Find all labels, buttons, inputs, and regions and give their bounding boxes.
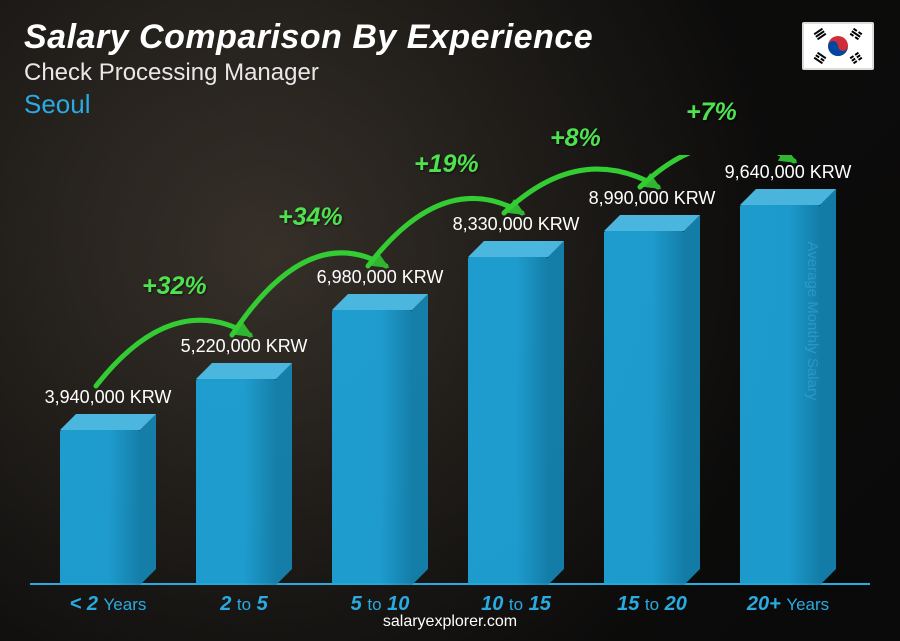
chart-canvas: Salary Comparison By Experience Check Pr…	[0, 0, 900, 641]
pct-increase-label: +8%	[550, 124, 601, 153]
south-korea-flag-icon	[802, 22, 874, 70]
x-axis-label: 10 to 15	[448, 585, 584, 616]
value-label: 9,640,000 KRW	[703, 162, 873, 183]
value-label: 8,330,000 KRW	[431, 214, 601, 235]
bar	[196, 379, 292, 585]
pct-increase-label: +7%	[686, 98, 737, 127]
chart-area: < 2 Years3,940,000 KRW2 to 55,220,000 KR…	[40, 155, 860, 585]
value-label: 5,220,000 KRW	[159, 336, 329, 357]
x-axis-label: 5 to 10	[312, 585, 448, 616]
bar-column: < 2 Years3,940,000 KRW	[40, 430, 176, 585]
title-block: Salary Comparison By Experience Check Pr…	[24, 18, 593, 120]
x-axis-label: < 2 Years	[40, 585, 176, 616]
chart-title: Salary Comparison By Experience	[24, 18, 593, 57]
bar	[740, 205, 836, 585]
chart-city: Seoul	[24, 89, 593, 120]
x-axis-label: 15 to 20	[584, 585, 720, 616]
bar	[604, 231, 700, 585]
value-label: 6,980,000 KRW	[295, 267, 465, 288]
pct-increase-label: +32%	[142, 272, 207, 301]
pct-increase-label: +34%	[278, 203, 343, 232]
bar	[60, 430, 156, 585]
value-label: 8,990,000 KRW	[567, 188, 737, 209]
bar-column: 20+ Years9,640,000 KRW	[720, 205, 856, 585]
bar	[468, 257, 564, 585]
bar-column: 15 to 208,990,000 KRW	[584, 231, 720, 585]
x-axis-label: 2 to 5	[176, 585, 312, 616]
bar-column: 2 to 55,220,000 KRW	[176, 379, 312, 585]
footer-credit: salaryexplorer.com	[0, 613, 900, 631]
bar	[332, 310, 428, 585]
bar-column: 5 to 106,980,000 KRW	[312, 310, 448, 585]
x-axis-label: 20+ Years	[720, 585, 856, 616]
value-label: 3,940,000 KRW	[23, 387, 193, 408]
bar-column: 10 to 158,330,000 KRW	[448, 257, 584, 585]
pct-increase-label: +19%	[414, 150, 479, 179]
chart-subtitle: Check Processing Manager	[24, 59, 593, 87]
